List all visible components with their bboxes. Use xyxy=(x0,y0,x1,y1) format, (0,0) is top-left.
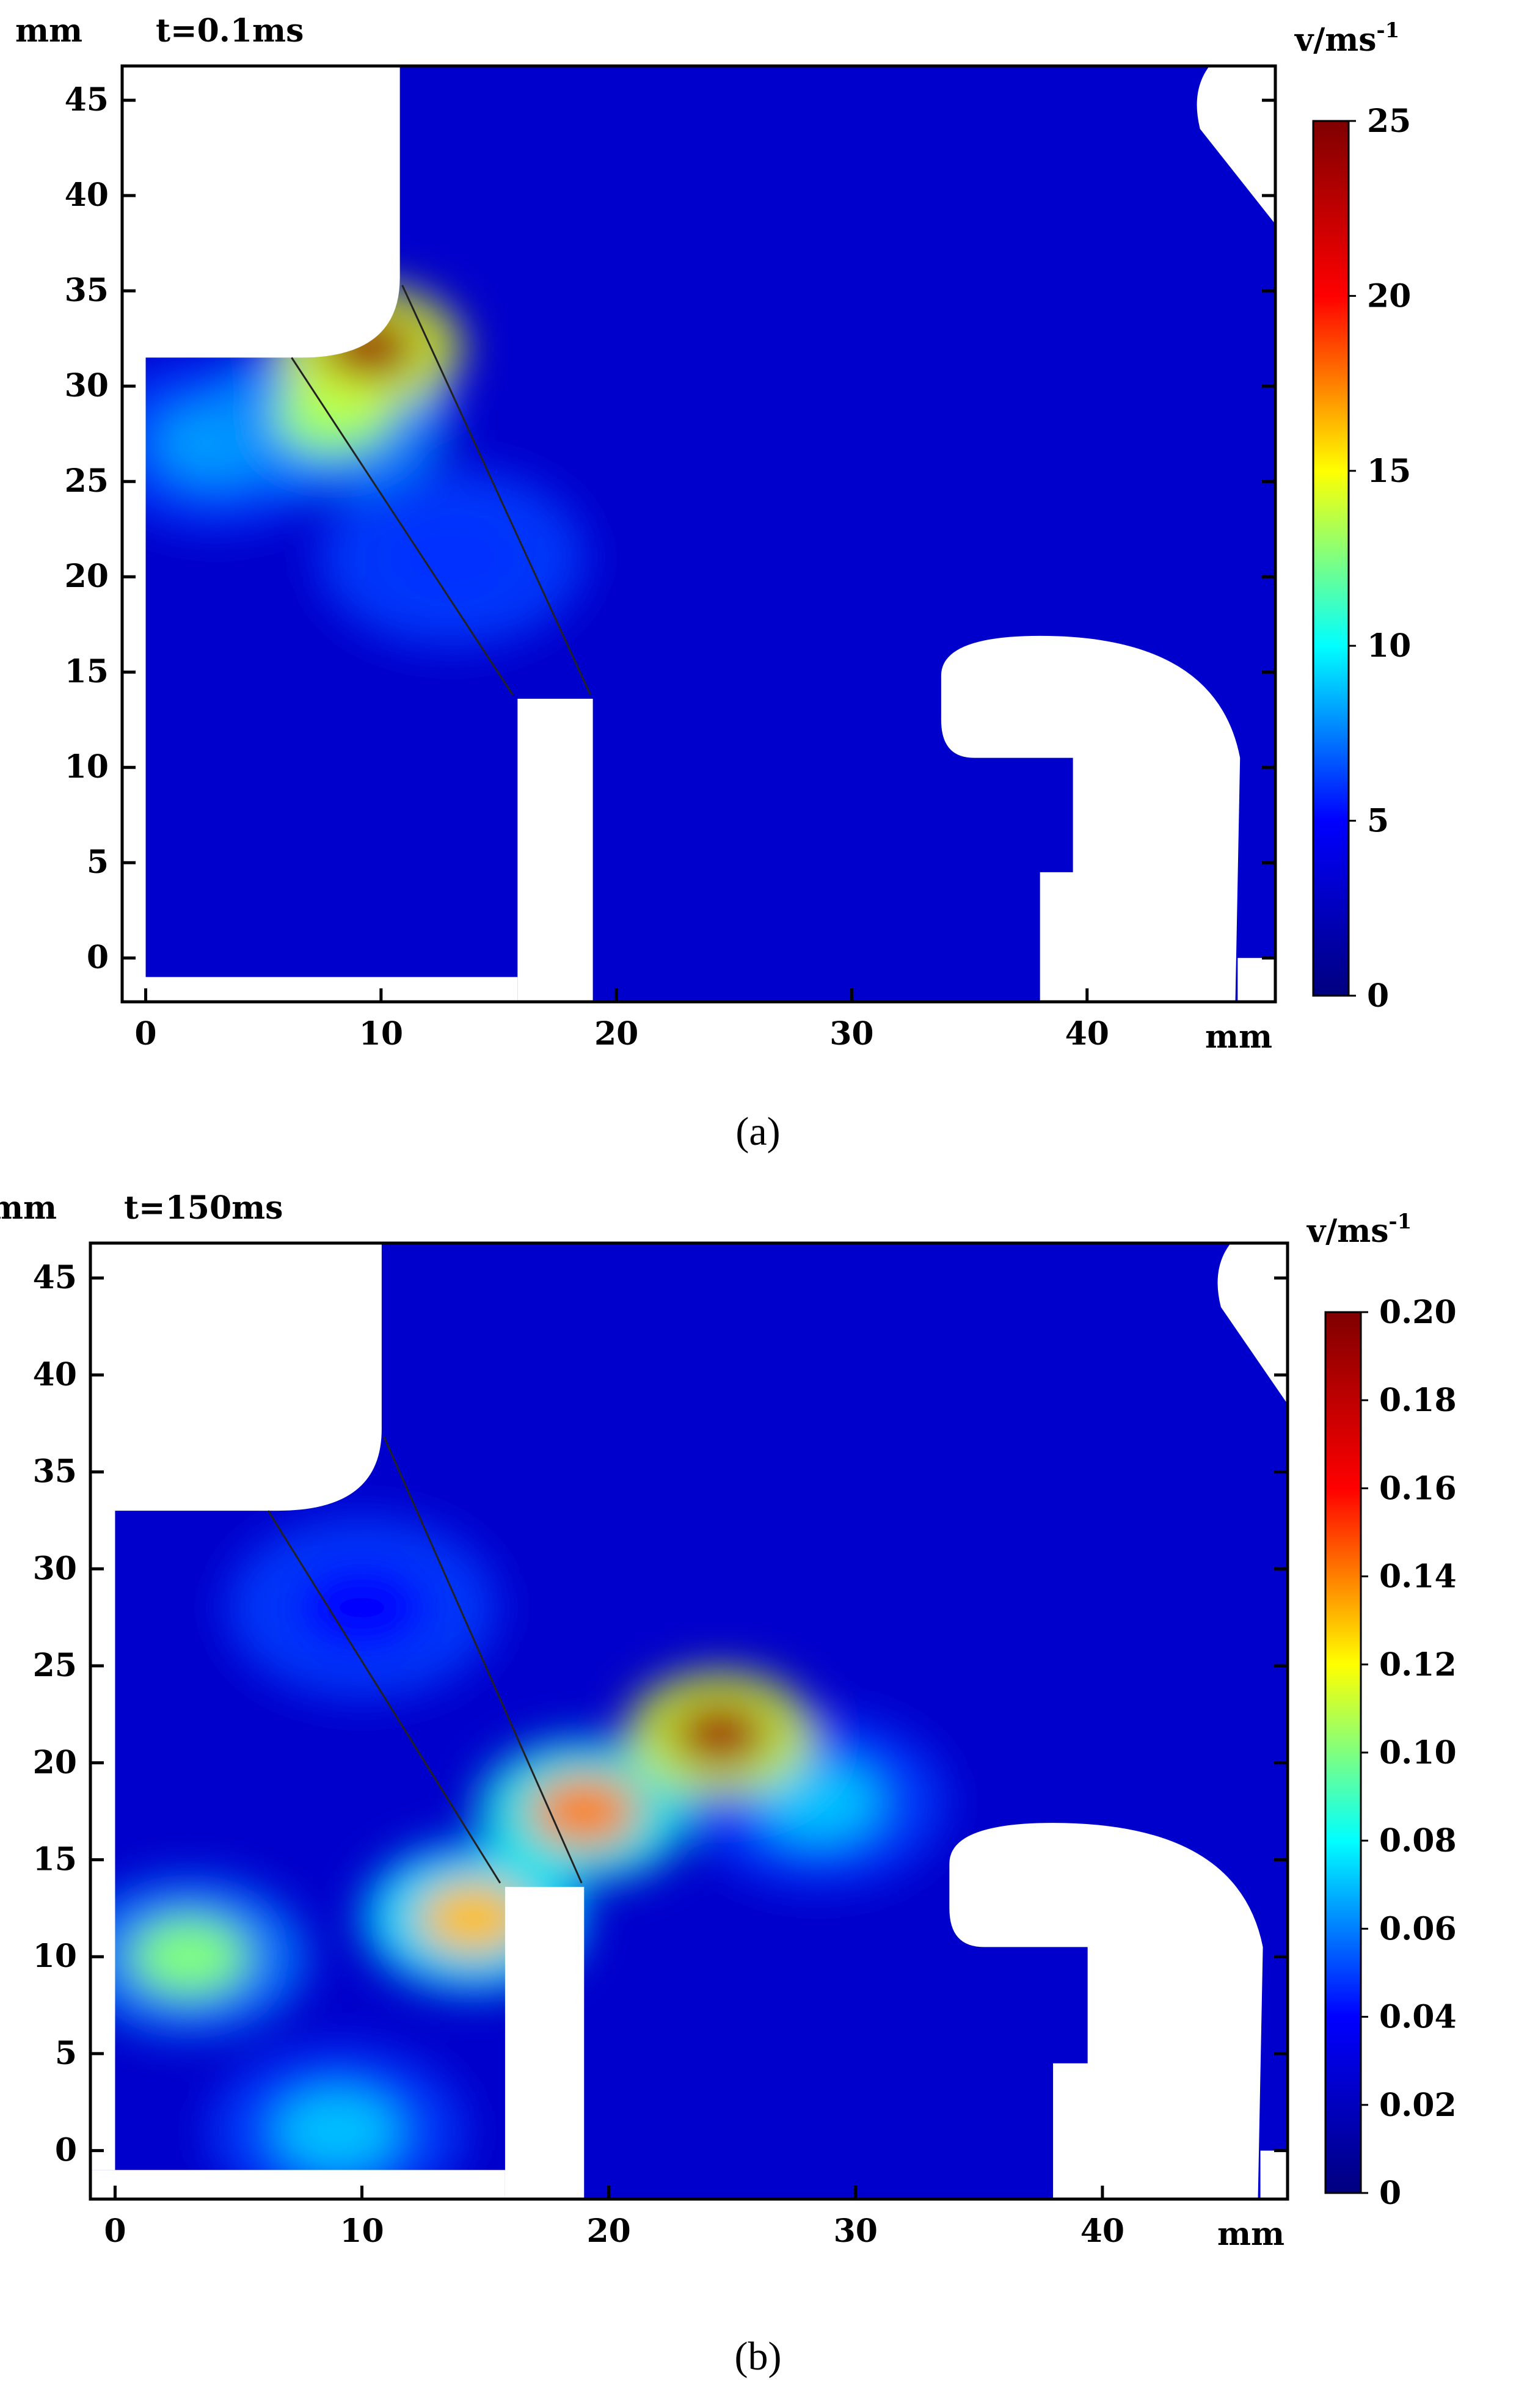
x-axis-label: mm xyxy=(1205,1018,1272,1056)
x-tick-label: 40 xyxy=(1081,2213,1124,2250)
y-tick-label: 15 xyxy=(65,653,109,690)
colorbar-tick-label: 10 xyxy=(1367,627,1411,665)
plot-frame xyxy=(120,64,1277,1004)
x-tick-label: 20 xyxy=(594,1015,638,1053)
colorbar-tick-label: 0.08 xyxy=(1379,1822,1457,1859)
colorbar-tick-label: 0.04 xyxy=(1379,1999,1457,2036)
colorbar-tick-label: 0.18 xyxy=(1379,1382,1457,1419)
time-label: t=150ms xyxy=(124,1189,283,1227)
hotspot-1 xyxy=(530,1775,638,1848)
solid-right-edge xyxy=(1260,2150,1288,2199)
colorbar xyxy=(1312,120,1350,997)
y-tick-label: 45 xyxy=(33,1259,77,1296)
hotspot-2 xyxy=(417,1881,529,1955)
solid-upper-left xyxy=(90,1243,382,2170)
solid-bottom-base xyxy=(90,2170,505,2199)
solid-upper-right-notch xyxy=(1197,66,1275,224)
channel-line-left xyxy=(267,1510,501,1884)
channel-line-right xyxy=(401,285,592,696)
solid-vertical-plate xyxy=(517,698,593,1002)
y-tick-label: 10 xyxy=(65,748,109,786)
x-tick-label: 0 xyxy=(104,2213,126,2250)
y-tick-label: 10 xyxy=(33,1938,77,1975)
time-label: t=0.1ms xyxy=(156,12,304,49)
solid-right-hook xyxy=(949,1823,1263,2199)
x-tick-label: 0 xyxy=(134,1015,156,1053)
colorbar-tick-label: 25 xyxy=(1367,103,1411,140)
solid-vertical-plate xyxy=(505,1886,585,2199)
y-tick-label: 25 xyxy=(65,462,109,500)
channel-line-right xyxy=(383,1436,583,1884)
velocity-heatmap-b: 0 10 20 30 40 0 5 10 15 20 25 30 35 40 45 mm mm t=150ms 0 0… xyxy=(0,1189,1457,2253)
colorbar-tick-label: 0 xyxy=(1379,2175,1401,2212)
colorbar-tick-label: 0.06 xyxy=(1379,1910,1457,1947)
channel-line-left xyxy=(291,357,514,696)
colorbar-tick-label: 15 xyxy=(1367,453,1411,490)
y-tick-label: 35 xyxy=(33,1453,77,1490)
figure-panel-a: 0 10 20 30 40 0 5 10 15 20 25 30 35 40 45 mm mm t=0.1ms 0 5… xyxy=(0,0,1516,1179)
hotspot-3 xyxy=(385,513,519,602)
plot-frame xyxy=(89,1241,1289,2201)
y-tick-label: 40 xyxy=(65,177,109,214)
panel-caption-b: (b) xyxy=(734,2334,782,2379)
x-axis-label: mm xyxy=(1217,2216,1285,2253)
figure-panel-b: 0 10 20 30 40 0 5 10 15 20 25 30 35 40 45 mm mm t=150ms 0 0… xyxy=(0,1189,1516,2408)
y-tick-label: 20 xyxy=(65,558,109,595)
solid-upper-left xyxy=(122,66,400,977)
y-tick-label: 25 xyxy=(33,1647,77,1684)
y-tick-label: 45 xyxy=(65,81,109,119)
colorbar-tick-label: 5 xyxy=(1367,803,1389,840)
colorbar-tick-label: 20 xyxy=(1367,277,1411,315)
y-tick-label: 20 xyxy=(33,1744,77,1781)
x-tick-label: 40 xyxy=(1065,1015,1109,1053)
colorbar-tick-label: 0.10 xyxy=(1379,1734,1457,1771)
colorbar-tick-label: 0 xyxy=(1367,977,1389,1015)
y-tick-label: 40 xyxy=(33,1356,77,1393)
y-tick-label: 30 xyxy=(65,367,109,404)
y-tick-label: 15 xyxy=(33,1841,77,1878)
colorbar-tick-label: 0.14 xyxy=(1379,1558,1457,1596)
x-tick-label: 30 xyxy=(829,1015,873,1053)
solid-right-edge xyxy=(1237,958,1275,1002)
y-tick-label: 0 xyxy=(55,2132,77,2169)
panel-caption-a: (a) xyxy=(735,1109,781,1154)
y-axis-label: mm xyxy=(0,1189,57,1227)
colorbar-label: v/ms-1 xyxy=(1306,1209,1412,1250)
velocity-heatmap-a: 0 10 20 30 40 0 5 10 15 20 25 30 35 40 45 mm mm t=0.1ms 0 5… xyxy=(15,12,1411,1056)
colorbar-tick-label: 0.16 xyxy=(1379,1470,1457,1507)
hotspot-6 xyxy=(294,1562,430,1653)
y-tick-label: 5 xyxy=(55,2035,77,2072)
x-tick-label: 20 xyxy=(586,2213,630,2250)
y-tick-label: 0 xyxy=(87,939,109,976)
colorbar xyxy=(1324,1311,1362,2194)
colorbar-tick-label: 0.20 xyxy=(1379,1294,1457,1331)
hotspot-3 xyxy=(129,1917,249,1997)
solid-right-hook xyxy=(941,635,1241,1002)
colorbar-tick-label: 0.02 xyxy=(1379,2087,1457,2124)
x-tick-label: 10 xyxy=(340,2213,384,2250)
x-tick-label: 30 xyxy=(834,2213,878,2250)
hotspot-4 xyxy=(273,2089,401,2174)
y-tick-label: 5 xyxy=(87,844,109,881)
y-tick-label: 35 xyxy=(65,272,109,309)
y-tick-label: 30 xyxy=(33,1550,77,1587)
hotspot-5 xyxy=(754,1759,883,1844)
solid-bottom-base xyxy=(122,977,518,1002)
hotspot-0 xyxy=(672,1702,767,1765)
colorbar-label: v/ms-1 xyxy=(1294,18,1399,59)
solid-upper-right-notch xyxy=(1217,1243,1288,1404)
colorbar-tick-label: 0.12 xyxy=(1379,1646,1457,1684)
y-axis-label: mm xyxy=(15,12,82,49)
x-tick-label: 10 xyxy=(359,1015,403,1053)
